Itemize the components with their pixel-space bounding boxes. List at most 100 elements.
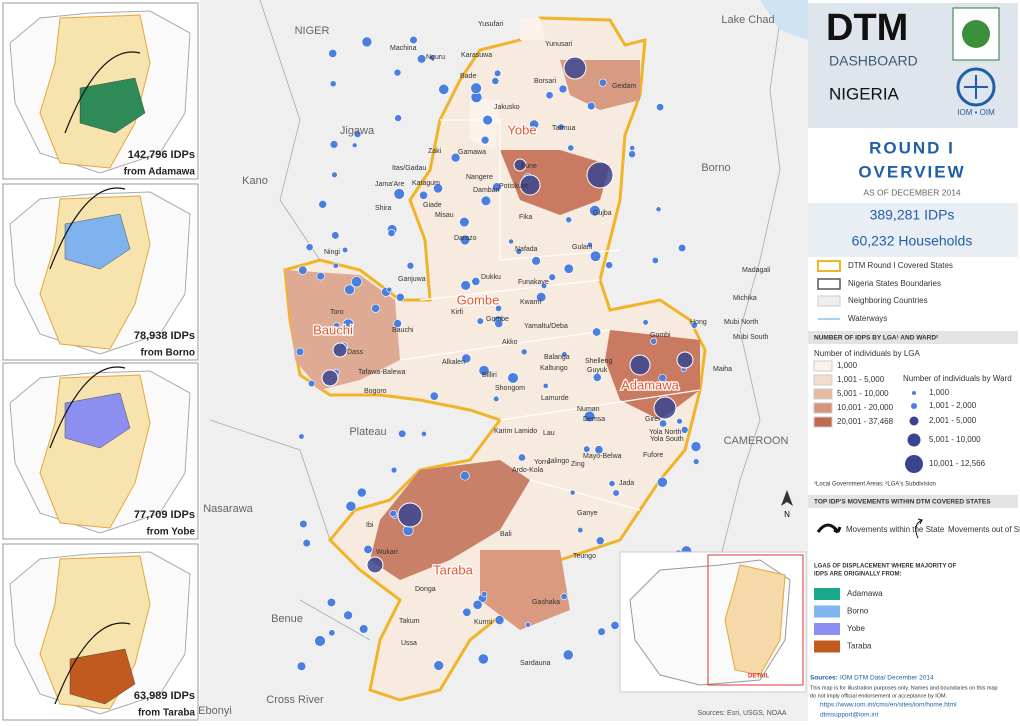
neighbor-label: CAMEROON [724, 435, 789, 447]
ward-bubble [680, 426, 689, 434]
ward-bubble [363, 544, 373, 554]
lga-label: Zaki [428, 148, 442, 155]
ward-bubble [628, 150, 636, 158]
ward-legend: 1,000 1,001 - 2,000 2,001 - 5,000 5,001 - 1… [905, 388, 986, 473]
sources-label: Sources: [810, 675, 838, 682]
neighbor-label: NIGER [295, 25, 330, 37]
iom-logo [956, 67, 996, 107]
ward-bubble [417, 54, 427, 64]
lga-legend: 1,000 1,001 - 5,000 5,001 - 10,000 10,001 -… [813, 360, 894, 428]
inset-origin [64, 213, 131, 270]
ward-bubble [563, 263, 574, 274]
inset-arrow [49, 366, 126, 449]
ward-bubble [409, 35, 418, 45]
ward-bubble [583, 410, 596, 423]
ward-bubble [366, 556, 384, 574]
lga-label: Bauchi [392, 327, 414, 334]
url[interactable]: https://www.iom.int/cms/en/sites/iom/hom… [820, 702, 957, 709]
neighbor-label: Jigawa [340, 125, 375, 137]
ward-bubble [420, 430, 427, 437]
legend-label: Nigeria States Boundaries [848, 279, 941, 288]
ward-bubble [629, 354, 651, 376]
ward-bubble [386, 286, 393, 293]
origin-label: Adamawa [847, 589, 883, 598]
ward-bubble [529, 119, 540, 130]
lga-label: Kaltungo [540, 365, 568, 372]
ward-bubble [296, 661, 307, 671]
lga-label: Shelleng [585, 358, 612, 365]
ward-bubble [462, 607, 472, 617]
lga-label: Akko [502, 339, 518, 346]
lga-label: Mubi North [724, 319, 758, 326]
ward-class-label: 1,000 [929, 388, 950, 397]
origin-label: Yobe [847, 624, 866, 633]
ward-bubble [562, 649, 574, 661]
ward-bubble [676, 351, 694, 369]
ward-bubble [332, 322, 341, 331]
ward-bubble [560, 593, 568, 601]
lga-label: Ibi [366, 522, 374, 529]
origin-swatch [814, 588, 840, 600]
lga-class-label: 1,001 - 5,000 [837, 375, 885, 384]
ward-bubble [653, 396, 677, 420]
lga-label: Kirfi [451, 309, 464, 316]
neighbor-label: Cross River [266, 694, 324, 706]
ward-bubble [329, 140, 339, 149]
ward-bubble [393, 188, 405, 200]
ward-bubble [677, 243, 687, 253]
north-arrow [781, 490, 793, 506]
ward-bubble [397, 502, 423, 528]
disclaimer: This map is for illustration purposes on… [810, 685, 998, 691]
ward-bubble [587, 241, 593, 248]
origin-legend: Adamawa Borno Yobe Taraba [814, 588, 883, 653]
origin-label: Borno [847, 607, 869, 616]
ward-bubble [519, 174, 541, 196]
ward-bubble [563, 56, 587, 80]
ward-bubble [515, 248, 523, 255]
lga-label: Yunusari [545, 41, 573, 48]
ward-bubble [302, 539, 311, 548]
ward-bubble [545, 91, 554, 100]
ward-bubble [332, 262, 339, 269]
detail-frame [707, 554, 804, 686]
ward-bubble [642, 319, 649, 326]
origin-label: Taraba [847, 642, 872, 651]
ward-bubble [629, 145, 636, 151]
ward-bubble [460, 280, 471, 291]
lga-label: Balanga [544, 354, 570, 361]
lake [760, 0, 808, 40]
lga-fill [605, 330, 700, 420]
lga-label: Wukari [376, 549, 398, 556]
ward-bubble [459, 234, 471, 246]
lga-label: Karim Lamido [494, 428, 537, 435]
inset-origin [64, 392, 131, 449]
lga-label: Billiri [482, 372, 497, 379]
ward-bubble [494, 615, 505, 625]
ward-bubble [507, 372, 519, 384]
ward-bubble [345, 500, 357, 512]
ward-bubble [394, 114, 402, 122]
lga-label: Yola South [650, 436, 684, 443]
lga-fill [370, 460, 530, 580]
ward-bubble [433, 183, 444, 194]
lga-fill [480, 550, 570, 630]
lga-label: Dukku [481, 274, 501, 281]
ward-bubble [433, 660, 444, 671]
ward-bubble [650, 337, 658, 345]
lga-label: Lamurde [541, 395, 569, 402]
ward-bubble [342, 318, 354, 330]
ward-bubble [690, 321, 698, 329]
detail-label: DETAIL [748, 674, 770, 680]
legend-note: ¹Local Government Areas; ²LGA's Subdivis… [814, 482, 936, 488]
email[interactable]: dtmsupport@iom.int [820, 712, 878, 719]
lga-class-label: 20,001 - 37,468 [837, 417, 894, 426]
inset-arrow [49, 187, 126, 270]
ward-bubble [595, 536, 605, 546]
ward-bubble [361, 36, 373, 48]
origin-swatch [814, 640, 840, 653]
ward-bubble [332, 342, 348, 358]
emblem-shield [962, 20, 990, 48]
state-label: Yobe [507, 122, 536, 137]
inset-count: 142,796 IDPs [128, 149, 195, 161]
